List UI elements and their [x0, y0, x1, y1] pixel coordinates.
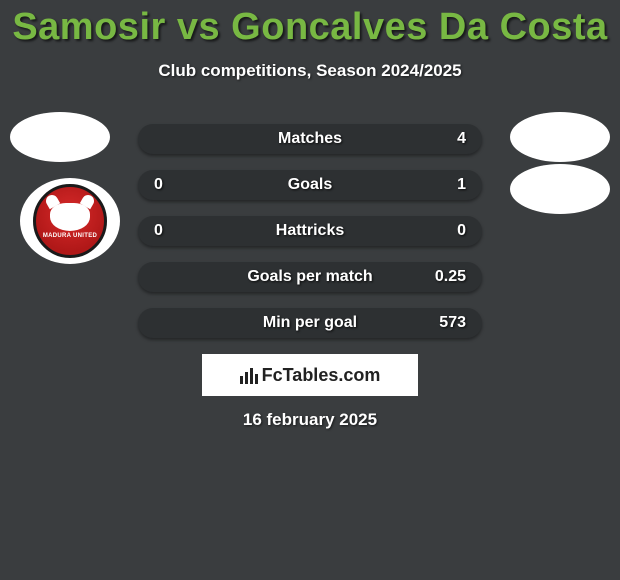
stat-label: Min per goal — [263, 314, 357, 332]
player-right-avatar — [510, 112, 610, 162]
player-left-avatar — [10, 112, 110, 162]
club-badge-bull-icon — [50, 203, 90, 231]
page-title: Samosir vs Goncalves Da Costa — [0, 0, 620, 49]
stat-row-min-per-goal: Min per goal 573 — [138, 308, 482, 338]
stat-row-hattricks: 0 Hattricks 0 — [138, 216, 482, 246]
stat-label: Goals per match — [247, 268, 372, 286]
stat-row-matches: Matches 4 — [138, 124, 482, 154]
stat-left-value: 0 — [154, 176, 194, 194]
club-badge-inner: MADURA UNITED — [33, 184, 107, 258]
stat-row-goals: 0 Goals 1 — [138, 170, 482, 200]
club-badge-label: MADURA UNITED — [43, 233, 97, 239]
stat-right-value: 1 — [426, 176, 466, 194]
stat-right-value: 4 — [426, 130, 466, 148]
stat-right-value: 573 — [426, 314, 466, 332]
stat-row-goals-per-match: Goals per match 0.25 — [138, 262, 482, 292]
stat-label: Hattricks — [276, 222, 344, 240]
brand-box: FcTables.com — [202, 354, 418, 396]
stat-left-value: 0 — [154, 222, 194, 240]
subtitle: Club competitions, Season 2024/2025 — [0, 61, 620, 81]
player-right-avatar-2 — [510, 164, 610, 214]
stat-label: Matches — [278, 130, 342, 148]
brand-text: FcTables.com — [262, 365, 381, 386]
stat-label: Goals — [288, 176, 332, 194]
stat-right-value: 0.25 — [426, 268, 466, 286]
stat-right-value: 0 — [426, 222, 466, 240]
stats-container: Matches 4 0 Goals 1 0 Hattricks 0 Goals … — [138, 124, 482, 354]
club-badge-left: MADURA UNITED — [20, 178, 120, 264]
date-label: 16 february 2025 — [0, 410, 620, 430]
brand-chart-icon — [240, 366, 258, 384]
